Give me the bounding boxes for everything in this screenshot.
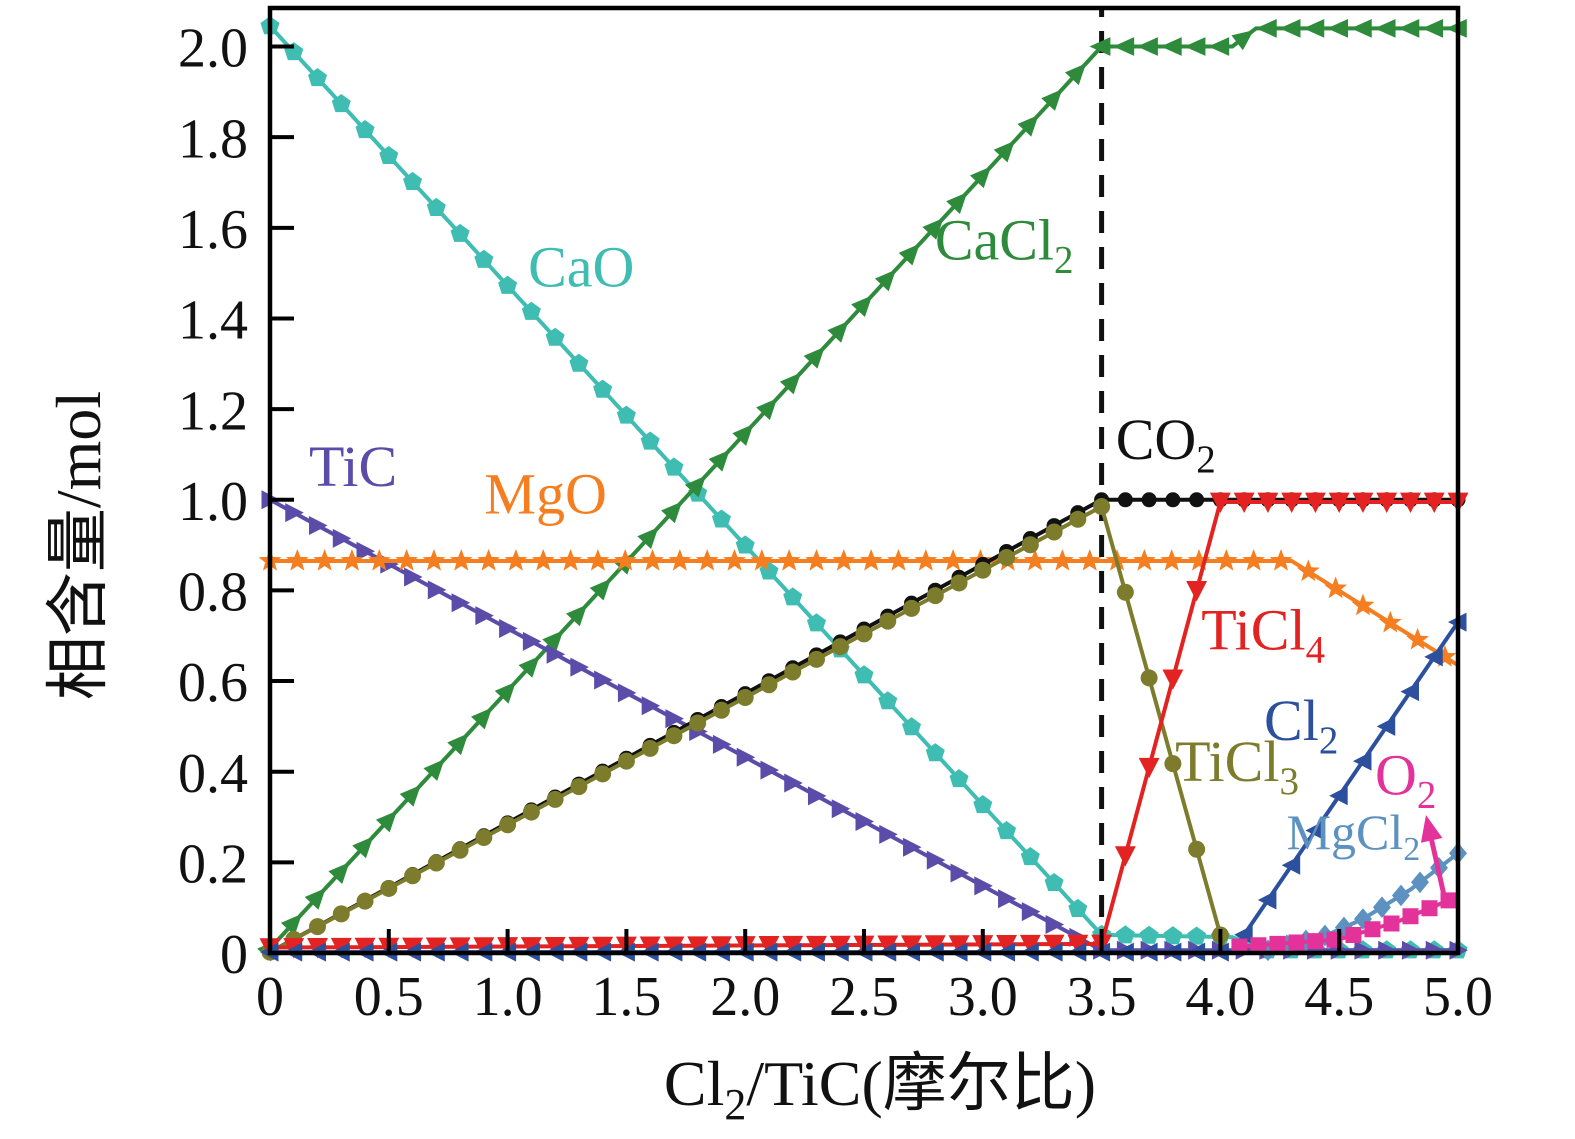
series-label-mgo: MgO xyxy=(484,461,606,526)
svg-text:4.0: 4.0 xyxy=(1185,966,1255,1028)
series-label-cacl2: CaCl2 xyxy=(935,208,1074,282)
svg-text:1.0: 1.0 xyxy=(473,966,543,1028)
svg-text:0: 0 xyxy=(220,924,248,986)
series-label-cao: CaO xyxy=(528,235,634,300)
svg-text:1.8: 1.8 xyxy=(178,108,248,170)
svg-text:3.0: 3.0 xyxy=(948,966,1018,1028)
series-cacl2-line xyxy=(268,26,1458,950)
y-axis-title: 相含量/mol xyxy=(43,391,114,700)
series-label-o2: O2 xyxy=(1375,742,1436,816)
svg-text:3.5: 3.5 xyxy=(1067,966,1137,1028)
plot-border xyxy=(267,5,1461,956)
svg-text:4.5: 4.5 xyxy=(1304,966,1374,1028)
series-label-mgcl2: MgCl2 xyxy=(1287,804,1421,868)
svg-text:0.5: 0.5 xyxy=(354,966,424,1028)
svg-text:2.5: 2.5 xyxy=(829,966,899,1028)
series-label-ticl4: TiCl4 xyxy=(1201,597,1325,671)
series-label-co2: CO2 xyxy=(1116,407,1216,481)
svg-text:2.0: 2.0 xyxy=(178,18,248,80)
svg-text:1.6: 1.6 xyxy=(178,199,248,261)
series-ticl4-markers xyxy=(259,492,1469,959)
svg-text:0.4: 0.4 xyxy=(178,743,248,805)
svg-text:1.0: 1.0 xyxy=(178,471,248,533)
svg-text:2.0: 2.0 xyxy=(710,966,780,1028)
axis-ticks: 0 0.5 1.0 1.5 2.0 2.5 3.0 3.5 4.0 4.5 5.0 0 0.2 0.4 0.… xyxy=(178,18,1493,1028)
svg-text:0.6: 0.6 xyxy=(178,652,248,714)
svg-text:0.8: 0.8 xyxy=(178,562,248,624)
series-label-cl2: Cl2 xyxy=(1264,688,1338,762)
svg-text:0.2: 0.2 xyxy=(178,834,248,896)
svg-text:1.5: 1.5 xyxy=(591,966,661,1028)
series-label-ticl3: TiCl3 xyxy=(1175,729,1299,803)
series-cao-line xyxy=(268,24,1458,953)
series-o2-markers xyxy=(1231,892,1457,955)
svg-text:0: 0 xyxy=(256,966,284,1028)
series-mgo-line xyxy=(270,558,1460,667)
series-label-tic: TiC xyxy=(309,434,397,499)
x-axis-title: Cl2/TiC(摩尔比) xyxy=(664,1048,1096,1129)
svg-text:5.0: 5.0 xyxy=(1423,966,1493,1028)
series-mgo-markers xyxy=(258,548,1457,667)
series-cacl2-markers xyxy=(257,19,1467,962)
svg-text:1.4: 1.4 xyxy=(178,290,248,352)
o2-annotation-arrow xyxy=(1420,815,1447,895)
svg-text:1.2: 1.2 xyxy=(178,380,248,442)
